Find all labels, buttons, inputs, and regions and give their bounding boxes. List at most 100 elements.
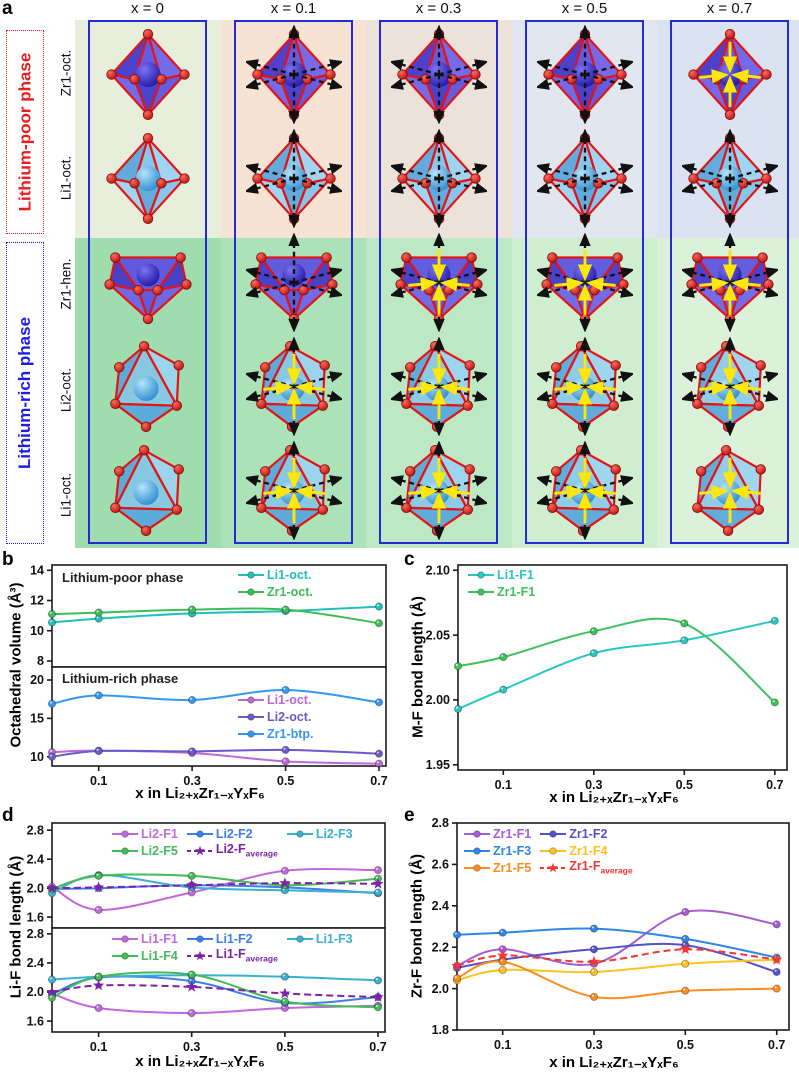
star-marker [279, 877, 291, 888]
y-tick-label: 2.4 [27, 852, 44, 866]
marker-highlight [49, 995, 52, 998]
fluorine-atom [142, 132, 153, 143]
legend-entry: Zr1-oct. [238, 583, 313, 600]
fluorine-atom [577, 421, 588, 432]
fluorine-atom [753, 400, 764, 411]
data-marker [589, 967, 599, 977]
x-tick-label: 0.1 [495, 778, 512, 792]
Li2-oct-drawing [109, 340, 184, 432]
marker-highlight [96, 873, 99, 876]
data-marker [281, 605, 290, 614]
x-tick-label: 0.7 [766, 778, 783, 792]
data-marker [772, 920, 781, 929]
fluorine-atom [128, 177, 140, 188]
polyhedron-cell-Zr1-hen [236, 230, 351, 334]
legend-label: Li1-oct. [267, 567, 312, 582]
marker-highlight [591, 947, 594, 950]
marker-highlight [682, 621, 685, 624]
data-marker [187, 970, 196, 979]
marker-highlight [376, 700, 379, 703]
fluorine-atom [753, 504, 764, 515]
fluorine-atom [394, 278, 406, 290]
marker-highlight [501, 654, 504, 657]
panel-c-xlabel: x in Li₂₊ₓZr₁₋ₓYₓF₆ [549, 789, 679, 806]
fluorine-atom [155, 73, 167, 84]
marker-highlight [375, 1005, 378, 1008]
panel-c-legend: Li1-F1 Zr1-F1 [468, 566, 535, 600]
data-marker [770, 616, 779, 625]
plot-frame [51, 666, 387, 767]
fluorine-atom [251, 68, 263, 80]
y-tick-label: 1.95 [426, 758, 450, 772]
polyhedron-cell-Zr1-oct [672, 22, 787, 126]
legend-sample [238, 729, 264, 738]
legend-entry: Zr1-F3 [464, 842, 531, 859]
fluorine-atom [319, 359, 330, 371]
expansion-arrows [390, 128, 487, 228]
contraction-arrows [698, 353, 761, 419]
fluorine-atom [687, 172, 699, 184]
legend-sample [540, 829, 567, 838]
x-tick-label: 0.5 [677, 1038, 694, 1052]
panel-e-chart: e 1.8 2.0 2.2 2.4 2.6 2.8 0.1 0.3 0.5 0.7 Zr-F bo… [400, 795, 799, 1077]
Li1-oct-drawing [390, 440, 487, 540]
marker-highlight [683, 909, 686, 912]
fluorine-atom [546, 502, 558, 513]
legend-sample [112, 846, 138, 855]
fluorine-atom [251, 172, 263, 184]
fluorine-atom [255, 502, 267, 513]
x-tick-label: 0.1 [90, 1040, 107, 1054]
polyhedron-cell-Li1-oct [236, 126, 351, 230]
data-marker [589, 945, 599, 954]
marker-highlight [49, 620, 52, 623]
fluorine-atom [128, 73, 140, 84]
fluorine-atom [142, 213, 153, 224]
marker-highlight [96, 610, 99, 613]
fluorine-atom [174, 251, 186, 263]
y-tick-label: 2.8 [27, 927, 44, 941]
marker-highlight [455, 664, 458, 666]
polyhedron-cell-Li1-oct [672, 126, 787, 230]
fluorine-atom [109, 398, 121, 409]
fluorine-atom [608, 400, 619, 411]
star-marker [92, 881, 105, 893]
fluorine-atom [132, 284, 144, 295]
panel-b-letter: b [2, 549, 14, 570]
fluorine-atom [462, 504, 473, 515]
data-marker [680, 636, 689, 645]
legend-entry: Li2-F1 [112, 825, 178, 842]
y-tick-label: 1.8 [432, 1023, 449, 1037]
x-tick-label: 0.7 [370, 774, 387, 788]
star-marker [46, 882, 58, 893]
data-marker [47, 752, 57, 761]
contraction-arrows [407, 353, 470, 419]
data-marker [373, 866, 383, 875]
legend-label: Li1-F4 [141, 948, 178, 963]
marker-highlight [501, 687, 504, 690]
y-tick-label: 2.8 [432, 816, 449, 830]
Li1-oct-drawing [681, 128, 778, 228]
data-marker [452, 930, 462, 939]
legend-label: Zr1-Faverage [569, 859, 633, 876]
y-tick-label: 20 [30, 673, 44, 687]
fluorine-atom [171, 400, 182, 411]
panel-a-column-box [525, 20, 644, 544]
legend-label: Zr1-F4 [569, 843, 608, 858]
marker-highlight [189, 972, 192, 975]
fluorine-atom [109, 502, 121, 513]
legend-entry: Li2-Faverage [186, 842, 278, 859]
x-tick-label: 0.7 [768, 1038, 785, 1052]
expansion-arrows [536, 24, 633, 124]
fluorine-atom [297, 284, 309, 295]
y-tick-label: 12 [30, 594, 44, 608]
panel-e-legend: Zr1-F1 Zr1-F2 Zr1-F3 Zr1-F4 Zr1-F5 Zr1-Favera… [464, 825, 633, 876]
li-central-atom [133, 375, 159, 401]
data-marker [187, 1009, 196, 1018]
data-marker [772, 967, 781, 977]
y-tick-label: 14 [30, 564, 44, 578]
data-marker [589, 627, 598, 636]
legend-sample [238, 712, 264, 721]
fluorine-atom [756, 251, 768, 263]
legend-sample [238, 695, 264, 704]
data-marker [94, 1003, 103, 1013]
